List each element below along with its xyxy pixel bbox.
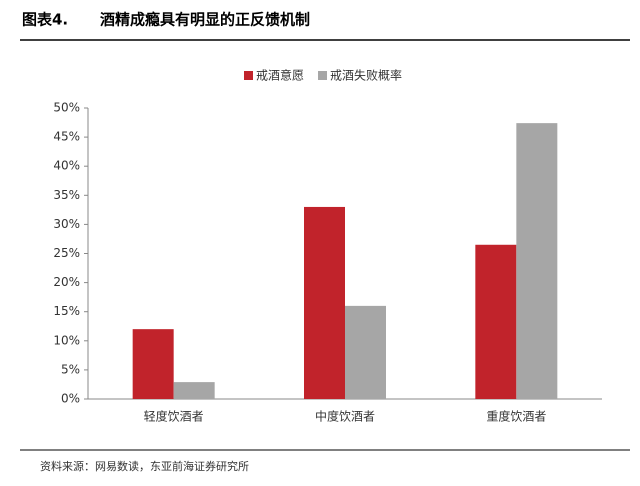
x-tick-label: 轻度饮酒者: [144, 409, 204, 424]
bar: [345, 305, 386, 399]
legend-swatch: [244, 71, 253, 80]
y-tick-label: 40%: [53, 159, 80, 173]
y-tick-label: 35%: [53, 188, 80, 202]
bar: [132, 329, 174, 399]
bar: [516, 123, 558, 399]
y-tick-label: 20%: [53, 275, 80, 289]
bar: [173, 382, 215, 399]
chart-title: 酒精成瘾具有明显的正反馈机制: [100, 11, 310, 29]
y-tick-label: 0%: [61, 392, 80, 406]
legend-swatch: [318, 71, 328, 80]
x-tick-label: 中度饮酒者: [315, 409, 375, 424]
y-tick-label: 30%: [53, 217, 80, 231]
bar: [304, 206, 345, 399]
y-tick-label: 50%: [53, 101, 80, 115]
y-tick-label: 10%: [53, 333, 80, 347]
y-tick-label: 15%: [53, 304, 80, 318]
y-tick-label: 25%: [53, 246, 80, 260]
y-tick-label: 45%: [53, 130, 80, 144]
figure-label: 图表4.: [22, 11, 68, 29]
legend-label: 戒酒意愿: [256, 68, 304, 83]
source: 资料来源：网易数读，东亚前海证券研究所: [40, 459, 249, 473]
y-tick-label: 5%: [61, 362, 80, 376]
legend-label: 戒酒失败概率: [330, 68, 402, 83]
x-tick-label: 重度饮酒者: [486, 409, 546, 424]
bar: [475, 244, 517, 399]
